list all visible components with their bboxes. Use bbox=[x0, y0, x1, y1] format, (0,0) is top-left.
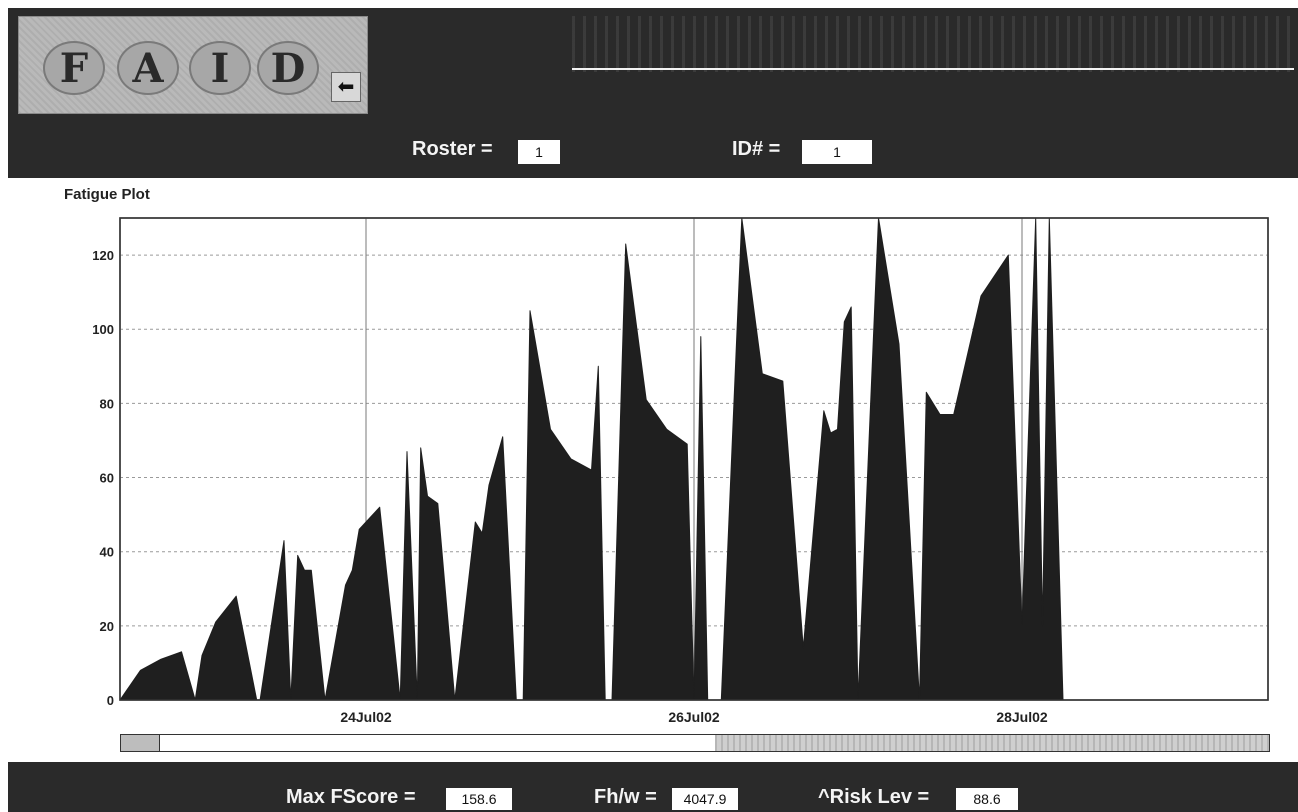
fhw-field[interactable]: 4047.9 bbox=[672, 788, 738, 810]
exit-icon[interactable]: ⬅ bbox=[331, 72, 361, 102]
max-fscore-field[interactable]: 158.6 bbox=[446, 788, 512, 810]
x-tick-label: 24Jul02 bbox=[340, 709, 392, 725]
y-tick-label: 120 bbox=[92, 248, 114, 263]
id-field[interactable]: 1 bbox=[802, 140, 872, 164]
roster-field[interactable]: 1 bbox=[518, 140, 560, 164]
fatigue-area-series bbox=[119, 217, 1255, 701]
faid-logo: F A I D bbox=[18, 16, 368, 114]
scrollbar-left-end[interactable] bbox=[121, 735, 160, 751]
chart-title: Fatigue Plot bbox=[64, 186, 150, 203]
logo-letter-f: F bbox=[43, 41, 105, 95]
logo-letter-i: I bbox=[189, 41, 251, 95]
max-fscore-label: Max FScore = bbox=[286, 786, 416, 808]
header-divider bbox=[572, 68, 1294, 70]
id-label: ID# = bbox=[732, 138, 781, 160]
time-scrollbar[interactable] bbox=[120, 734, 1270, 752]
risk-label: ^Risk Lev = bbox=[818, 786, 930, 808]
y-tick-label: 40 bbox=[100, 545, 114, 560]
y-tick-label: 100 bbox=[92, 322, 114, 337]
header-banner bbox=[572, 16, 1294, 72]
y-tick-label: 20 bbox=[100, 619, 114, 634]
plot-border bbox=[119, 217, 1269, 701]
fhw-label: Fh/w = bbox=[594, 786, 657, 808]
roster-label: Roster = bbox=[412, 138, 493, 160]
scrollbar-track-unviewed[interactable] bbox=[715, 735, 1269, 751]
logo-letter-d: D bbox=[257, 41, 319, 95]
y-tick-label: 0 bbox=[107, 693, 114, 708]
logo-letter-a: A bbox=[117, 41, 179, 95]
y-tick-label: 60 bbox=[100, 471, 114, 486]
x-tick-label: 26Jul02 bbox=[668, 709, 720, 725]
x-tick-label: 28Jul02 bbox=[996, 709, 1048, 725]
y-tick-label: 80 bbox=[100, 396, 114, 411]
risk-field[interactable]: 88.6 bbox=[956, 788, 1018, 810]
